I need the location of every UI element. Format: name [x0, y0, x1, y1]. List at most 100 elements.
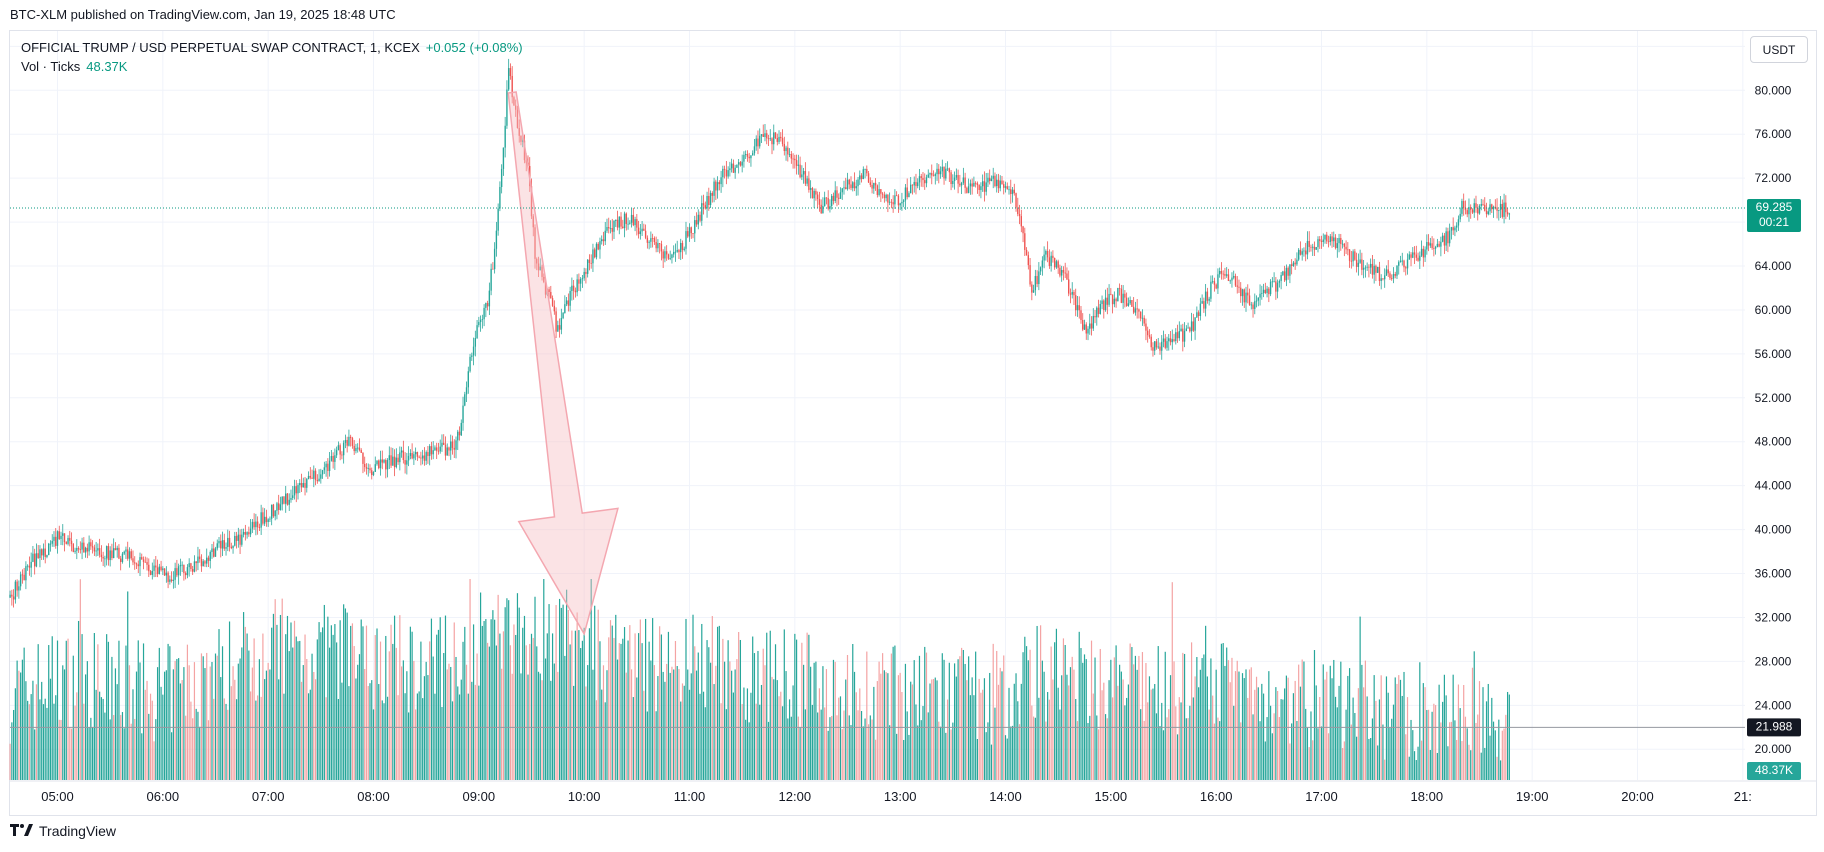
- candle-body: [1190, 321, 1193, 332]
- volume-bar: [416, 693, 418, 780]
- candle-body: [813, 190, 815, 199]
- candle-body: [51, 540, 53, 544]
- candle-body: [1378, 266, 1381, 281]
- candle-body: [223, 540, 225, 549]
- candle-body: [653, 238, 656, 243]
- candle-body: [1218, 271, 1221, 275]
- volume-bar: [957, 659, 959, 780]
- volume-bar: [534, 596, 536, 780]
- candle-body: [309, 475, 311, 478]
- volume-bar: [1148, 676, 1151, 780]
- candle-body: [730, 163, 733, 169]
- candle-body: [141, 557, 143, 560]
- candle-body: [904, 187, 907, 201]
- volume-bar: [116, 684, 118, 780]
- candle-body: [674, 251, 677, 253]
- candle-body: [1115, 298, 1117, 302]
- currency-button[interactable]: USDT: [1750, 36, 1808, 63]
- tradingview-brand[interactable]: TradingView: [10, 823, 116, 839]
- volume-bar: [906, 711, 908, 780]
- time-tick-label: 11:00: [674, 789, 706, 804]
- candle-body: [827, 198, 829, 209]
- volume-bar: [1275, 687, 1277, 780]
- volume-bar: [1048, 699, 1050, 780]
- volume-bar: [450, 666, 452, 780]
- candle-body: [613, 220, 615, 232]
- candle-body: [341, 454, 343, 456]
- volume-series: [9, 579, 1510, 780]
- candle-body: [1406, 259, 1409, 269]
- volume-bar: [1108, 680, 1110, 780]
- candle-body: [53, 536, 55, 541]
- candle-body: [897, 195, 900, 206]
- candle-body: [249, 528, 252, 535]
- candle-body: [604, 230, 606, 242]
- candle-body: [1206, 291, 1209, 301]
- candle-body: [353, 445, 355, 452]
- volume-bar: [1368, 738, 1370, 780]
- candle-body: [1108, 293, 1110, 305]
- volume-bar: [880, 673, 882, 780]
- volume-bar: [1199, 669, 1201, 780]
- candle-body: [806, 178, 808, 184]
- candle-body: [332, 455, 334, 462]
- volume-bar: [364, 668, 366, 780]
- candle-body: [997, 179, 1000, 189]
- volume-bar: [274, 599, 276, 780]
- volume-bar: [1004, 735, 1007, 780]
- candle-body: [701, 203, 703, 221]
- candle-body: [1222, 273, 1224, 275]
- candle-body: [400, 450, 403, 453]
- volume-bar: [434, 693, 436, 780]
- volume-bar: [690, 673, 692, 780]
- volume-bar: [750, 692, 752, 780]
- candle-body: [925, 177, 928, 184]
- volume-bar: [1336, 707, 1338, 780]
- volume-bar: [1183, 653, 1186, 780]
- candle-body: [978, 185, 980, 190]
- volume-legend[interactable]: Vol · Ticks 48.37K: [21, 59, 127, 74]
- candle-body: [516, 109, 519, 128]
- time-tick-label: 09:00: [463, 789, 496, 804]
- candle-body: [595, 243, 598, 258]
- volume-bar: [1127, 684, 1129, 780]
- candle-body: [130, 551, 132, 559]
- volume-bar: [207, 720, 210, 780]
- volume-bar: [309, 689, 311, 780]
- candle-body: [883, 194, 886, 199]
- candle-body: [815, 190, 817, 195]
- volume-bar: [790, 716, 792, 780]
- volume-bar: [439, 617, 441, 780]
- volume-bar: [1419, 662, 1421, 780]
- candle-body: [63, 533, 66, 543]
- candle-body: [278, 503, 280, 510]
- candle-body: [1376, 266, 1379, 273]
- candle-body: [1024, 233, 1026, 250]
- candle-body: [1210, 281, 1212, 299]
- candle-body: [902, 200, 905, 202]
- candle-body: [887, 194, 889, 203]
- volume-bar: [462, 641, 464, 780]
- candle-body: [1062, 269, 1065, 273]
- candle-body: [1399, 260, 1402, 263]
- candle-body: [1178, 331, 1180, 339]
- symbol-legend[interactable]: OFFICIAL TRUMP / USD PERPETUAL SWAP CONT…: [21, 40, 523, 55]
- candle-body: [97, 548, 99, 551]
- candle-body: [1196, 312, 1198, 318]
- candle-body: [214, 548, 217, 557]
- candle-body: [752, 153, 754, 156]
- candle-body: [509, 68, 512, 76]
- volume-bar: [239, 658, 241, 780]
- volume-bar: [1277, 691, 1279, 780]
- volume-bar: [1466, 728, 1468, 780]
- volume-bar: [1145, 662, 1147, 780]
- volume-bar: [292, 647, 294, 780]
- volume-bar: [832, 659, 835, 780]
- volume-bar: [795, 639, 798, 780]
- volume-bar: [975, 651, 977, 780]
- volume-bar: [1003, 655, 1005, 780]
- volume-bar: [1022, 652, 1024, 780]
- candle-body: [764, 133, 766, 137]
- volume-bar: [1018, 724, 1021, 780]
